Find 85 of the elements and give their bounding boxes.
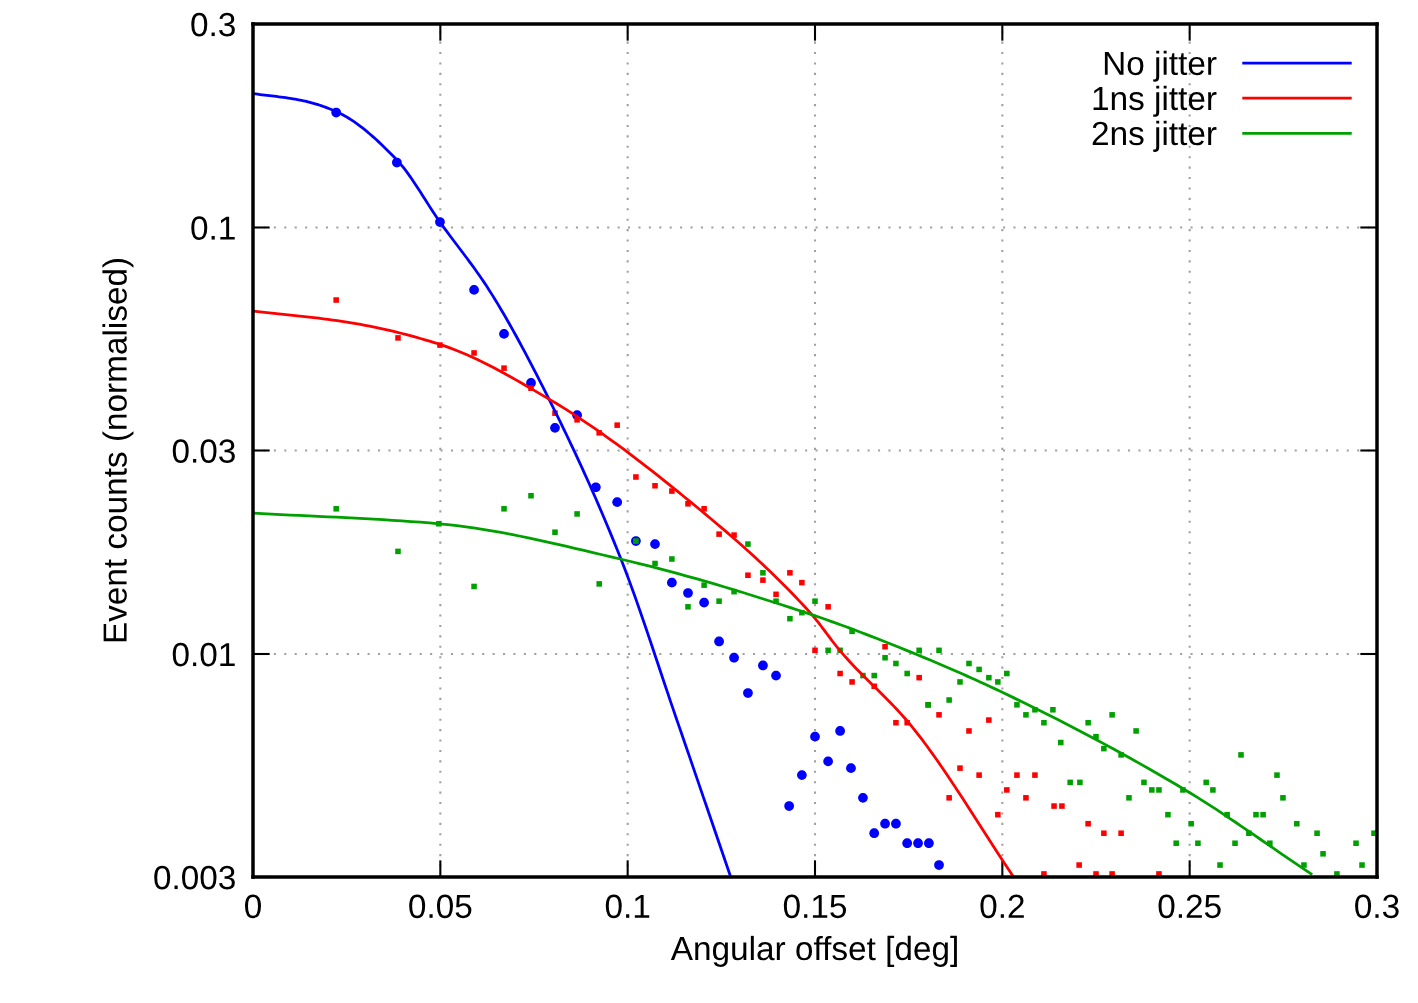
legend-label: 2ns jitter	[1092, 120, 1217, 152]
point	[1118, 830, 1124, 836]
point	[787, 570, 793, 576]
point	[957, 765, 963, 771]
point	[924, 838, 934, 849]
point	[1085, 820, 1091, 827]
point	[501, 365, 507, 371]
point	[652, 482, 658, 489]
point	[499, 329, 509, 339]
x-tick-label: 0.2	[980, 894, 1024, 919]
point	[812, 647, 818, 654]
point	[810, 731, 820, 742]
legend-label: No jitter	[1104, 50, 1217, 82]
point	[946, 795, 952, 801]
point	[1032, 772, 1038, 778]
point	[395, 335, 401, 341]
point	[574, 417, 580, 423]
point	[760, 577, 766, 583]
point	[745, 572, 751, 578]
point	[1014, 772, 1020, 778]
point	[835, 726, 845, 736]
y-tick-label: 0.3	[191, 12, 235, 37]
point	[773, 591, 779, 598]
point	[614, 422, 620, 428]
x-tick-label: 0.3	[1355, 894, 1399, 919]
point	[612, 497, 623, 508]
point	[743, 688, 753, 698]
x-tick-label: 0.25	[1158, 894, 1221, 919]
point	[966, 728, 972, 734]
point	[1023, 795, 1029, 801]
point	[1076, 862, 1082, 868]
point	[667, 577, 677, 588]
point	[880, 818, 890, 829]
point	[758, 660, 768, 671]
point	[797, 770, 807, 780]
legend-label: 1ns jitter	[1093, 85, 1217, 117]
point	[936, 712, 942, 718]
point	[934, 860, 944, 870]
y-tick-label: 0.003	[154, 865, 235, 890]
point	[716, 531, 722, 537]
x-tick-label: 0.05	[409, 894, 472, 919]
point	[333, 297, 339, 303]
point	[986, 717, 992, 723]
point	[913, 838, 923, 849]
point	[823, 756, 833, 767]
y-axis-title: Event counts (normalised)	[102, 258, 134, 642]
point	[471, 350, 477, 356]
point	[650, 539, 660, 549]
point	[882, 643, 888, 650]
point	[550, 423, 560, 433]
point	[669, 488, 675, 494]
point	[685, 501, 691, 507]
point	[916, 674, 922, 681]
point	[1059, 803, 1065, 809]
point	[771, 670, 781, 681]
point	[469, 285, 479, 295]
point	[799, 579, 805, 586]
point	[849, 679, 855, 685]
point	[699, 597, 709, 608]
point	[714, 636, 724, 647]
point	[995, 811, 1001, 818]
point	[784, 801, 795, 811]
point	[825, 604, 831, 610]
point	[976, 772, 982, 778]
point	[846, 763, 856, 773]
point	[1051, 803, 1057, 809]
point	[902, 838, 913, 849]
point	[1101, 830, 1107, 836]
point	[729, 652, 739, 663]
y-tick-label: 0.03	[172, 439, 235, 463]
x-tick-label: 0.1	[605, 894, 650, 919]
point	[858, 792, 868, 803]
x-tick-label: 0	[245, 894, 261, 919]
point	[837, 670, 843, 677]
point	[893, 719, 899, 726]
point	[869, 828, 880, 839]
y-tick-label: 0.1	[191, 216, 235, 240]
point	[683, 588, 693, 598]
x-tick-label: 0.15	[783, 894, 847, 919]
point	[1004, 787, 1010, 793]
x-axis-title: Angular offset [deg]	[670, 935, 957, 967]
point	[701, 506, 707, 512]
point	[633, 474, 639, 480]
point	[891, 818, 901, 829]
y-tick-label: 0.01	[172, 642, 235, 667]
